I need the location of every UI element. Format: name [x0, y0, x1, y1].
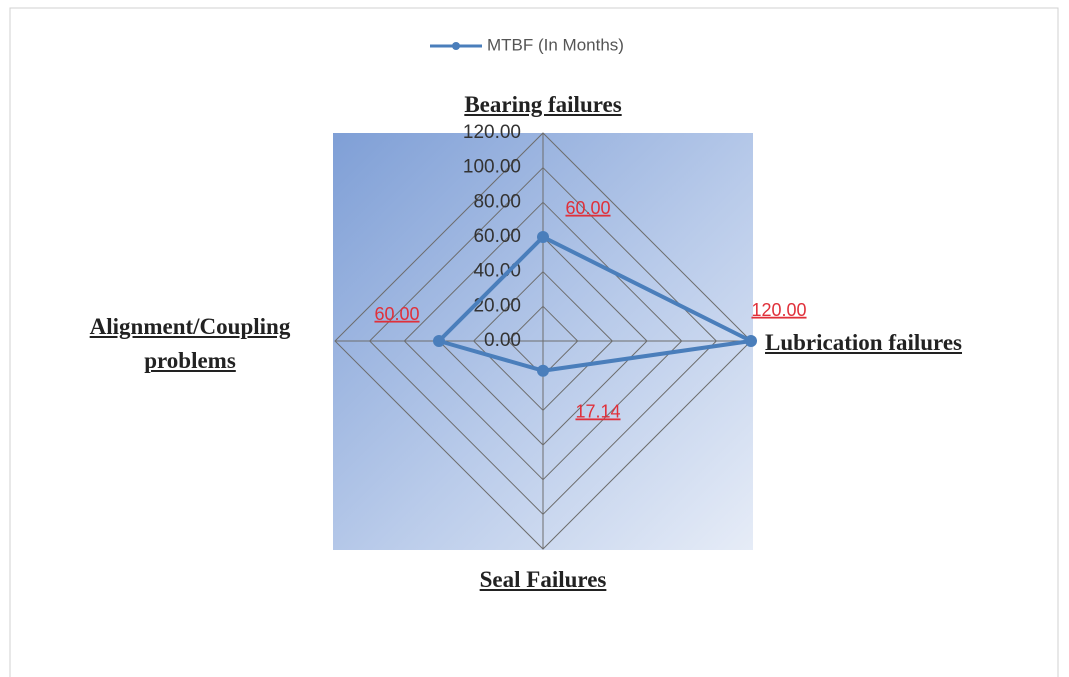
r-tick-label: 0.00: [484, 330, 521, 351]
category-label: Seal Failures: [479, 567, 607, 592]
legend-marker: [452, 42, 460, 50]
legend-label: MTBF (In Months): [487, 35, 624, 54]
series-point: [537, 364, 549, 377]
series-point: [745, 335, 757, 347]
data-label: 17.14: [575, 401, 620, 421]
r-tick-label: 40.00: [473, 261, 521, 282]
r-tick-label: 120.00: [463, 122, 521, 143]
category-label: Lubrication failures: [765, 330, 963, 355]
r-tick-label: 80.00: [473, 191, 521, 212]
r-tick-label: 60.00: [473, 226, 521, 247]
data-label: 60.00: [565, 198, 610, 218]
data-label: 120.00: [751, 300, 806, 320]
category-label: Bearing failures: [464, 92, 622, 117]
category-label: Alignment/Coupling problems: [89, 314, 291, 373]
data-label: 60.00: [374, 304, 419, 324]
r-tick-label: 100.00: [463, 157, 521, 178]
r-tick-label: 20.00: [473, 295, 521, 316]
chart-border: [9, 7, 1059, 677]
series-point: [433, 335, 445, 347]
series-point: [537, 231, 549, 243]
